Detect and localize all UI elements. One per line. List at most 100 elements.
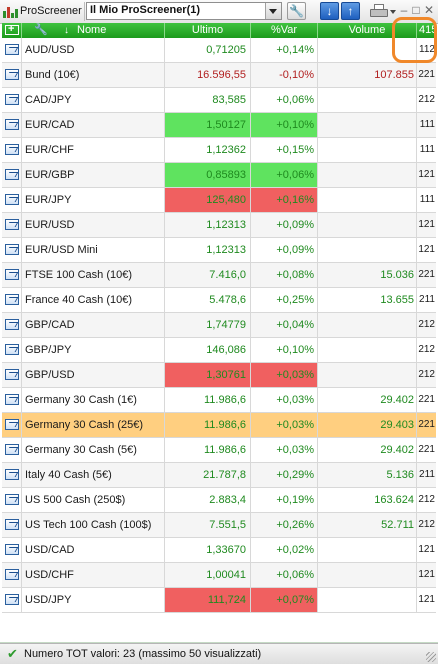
chart-icon[interactable] [5, 344, 19, 355]
chart-icon[interactable] [5, 469, 19, 480]
instrument-name[interactable]: USD/CHF [22, 563, 165, 587]
chart-icon[interactable] [5, 319, 19, 330]
row-chart-button[interactable] [2, 463, 22, 487]
chart-icon[interactable] [5, 594, 19, 605]
chart-icon[interactable] [5, 294, 19, 305]
printer-icon[interactable] [369, 3, 389, 20]
table-row[interactable]: Germany 30 Cash (5€) 11.986,6 +0,03% 29.402… [2, 438, 436, 463]
chart-icon[interactable] [5, 194, 19, 205]
row-chart-button[interactable] [2, 438, 22, 462]
instrument-name[interactable]: GBP/JPY [22, 338, 165, 362]
row-chart-button[interactable] [2, 363, 22, 387]
chart-icon[interactable] [5, 394, 19, 405]
wrench-icon[interactable]: 🔧 [287, 2, 306, 20]
instrument-name[interactable]: EUR/USD [22, 213, 165, 237]
table-row[interactable]: CAD/JPY 83,585 +0,06% 212 [2, 88, 436, 113]
table-row[interactable]: Italy 40 Cash (5€) 21.787,8 +0,29% 5.136 211 [2, 463, 436, 488]
instrument-name[interactable]: CAD/JPY [22, 88, 165, 112]
row-chart-button[interactable] [2, 313, 22, 337]
row-chart-button[interactable] [2, 38, 22, 62]
instrument-name[interactable]: USD/CAD [22, 538, 165, 562]
chart-icon[interactable] [5, 419, 19, 430]
row-chart-button[interactable] [2, 288, 22, 312]
row-chart-button[interactable] [2, 113, 22, 137]
row-chart-button[interactable] [2, 513, 22, 537]
print-options-chevron-icon[interactable] [390, 10, 396, 14]
table-row[interactable]: USD/JPY 111,724 +0,07% 121 [2, 588, 436, 613]
row-chart-button[interactable] [2, 213, 22, 237]
maximize-icon[interactable]: □ [412, 3, 420, 17]
row-chart-button[interactable] [2, 238, 22, 262]
chart-icon[interactable] [5, 494, 19, 505]
instrument-name[interactable]: AUD/USD [22, 38, 165, 62]
header-volume[interactable]: Volume [318, 23, 417, 38]
instrument-name[interactable]: GBP/CAD [22, 313, 165, 337]
instrument-name[interactable]: Italy 40 Cash (5€) [22, 463, 165, 487]
row-chart-button[interactable] [2, 88, 22, 112]
instrument-name[interactable]: EUR/USD Mini [22, 238, 165, 262]
row-chart-button[interactable] [2, 188, 22, 212]
instrument-name[interactable]: France 40 Cash (10€) [22, 288, 165, 312]
row-chart-button[interactable] [2, 488, 22, 512]
table-row[interactable]: EUR/CAD 1,50127 +0,10% 111 [2, 113, 436, 138]
row-chart-button[interactable] [2, 538, 22, 562]
row-chart-button[interactable] [2, 388, 22, 412]
instrument-name[interactable]: EUR/CHF [22, 138, 165, 162]
chart-icon[interactable] [5, 369, 19, 380]
table-row[interactable]: EUR/USD 1,12313 +0,09% 121 [2, 213, 436, 238]
row-chart-button[interactable] [2, 163, 22, 187]
header-code[interactable]: 415 [419, 24, 438, 36]
table-row[interactable]: USD/CAD 1,33670 +0,02% 121 [2, 538, 436, 563]
instrument-name[interactable]: Germany 30 Cash (5€) [22, 438, 165, 462]
resize-grip-icon[interactable] [426, 652, 436, 662]
instrument-name[interactable]: US 500 Cash (250$) [22, 488, 165, 512]
table-row[interactable]: US Tech 100 Cash (100$) 7.551,5 +0,26% 52.7… [2, 513, 436, 538]
header-add-column[interactable] [2, 22, 22, 38]
table-row[interactable]: EUR/USD Mini 1,12313 +0,09% 121 [2, 238, 436, 263]
chart-icon[interactable] [5, 69, 19, 80]
table-row[interactable]: Bund (10€) 16.596,55 -0,10% 107.855 221 [2, 63, 436, 88]
instrument-name[interactable]: Germany 30 Cash (1€) [22, 388, 165, 412]
table-row[interactable]: France 40 Cash (10€) 5.478,6 +0,25% 13.655 2… [2, 288, 436, 313]
arrow-up-icon[interactable]: ↑ [341, 2, 360, 20]
table-row[interactable]: GBP/CAD 1,74779 +0,04% 212 [2, 313, 436, 338]
chevron-down-icon[interactable] [265, 3, 281, 19]
chart-icon[interactable] [5, 444, 19, 455]
table-row[interactable]: USD/CHF 1,00041 +0,06% 121 [2, 563, 436, 588]
table-row[interactable]: Germany 30 Cash (1€) 11.986,6 +0,03% 29.402… [2, 388, 436, 413]
instrument-name[interactable]: Germany 30 Cash (25€) [22, 413, 165, 437]
chart-icon[interactable] [5, 119, 19, 130]
table-row[interactable]: US 500 Cash (250$) 2.883,4 +0,19% 163.624 21… [2, 488, 436, 513]
row-chart-button[interactable] [2, 588, 22, 612]
chart-icon[interactable] [5, 144, 19, 155]
minimize-icon[interactable]: – [400, 3, 408, 17]
add-icon[interactable] [5, 22, 19, 37]
row-chart-button[interactable] [2, 263, 22, 287]
row-chart-button[interactable] [2, 338, 22, 362]
instrument-name[interactable]: EUR/CAD [22, 113, 165, 137]
header-var[interactable]: %Var [251, 23, 318, 38]
instrument-name[interactable]: US Tech 100 Cash (100$) [22, 513, 165, 537]
row-chart-button[interactable] [2, 413, 22, 437]
arrow-down-icon[interactable]: ↓ [320, 2, 339, 20]
table-row[interactable]: EUR/JPY 125,480 +0,16% 111 [2, 188, 436, 213]
table-row[interactable]: EUR/CHF 1,12362 +0,15% 111 [2, 138, 436, 163]
instrument-name[interactable]: USD/JPY [22, 588, 165, 612]
close-icon[interactable]: ✕ [423, 3, 435, 17]
chart-icon[interactable] [5, 244, 19, 255]
instrument-name[interactable]: Bund (10€) [22, 63, 165, 87]
instrument-name[interactable]: EUR/JPY [22, 188, 165, 212]
table-row[interactable]: EUR/GBP 0,85893 +0,06% 121 [2, 163, 436, 188]
chart-icon[interactable] [5, 269, 19, 280]
screener-select[interactable]: Il Mio ProScreener(1) [86, 2, 282, 20]
instrument-name[interactable]: FTSE 100 Cash (10€) [22, 263, 165, 287]
header-last[interactable]: Ultimo [165, 23, 251, 38]
chart-icon[interactable] [5, 519, 19, 530]
instrument-name[interactable]: GBP/USD [22, 363, 165, 387]
wrench-icon[interactable]: 🔧 [34, 24, 48, 36]
instrument-name[interactable]: EUR/GBP [22, 163, 165, 187]
row-chart-button[interactable] [2, 138, 22, 162]
chart-icon[interactable] [5, 169, 19, 180]
chart-icon[interactable] [5, 94, 19, 105]
table-row[interactable]: GBP/USD 1,30761 +0,03% 212 [2, 363, 436, 388]
